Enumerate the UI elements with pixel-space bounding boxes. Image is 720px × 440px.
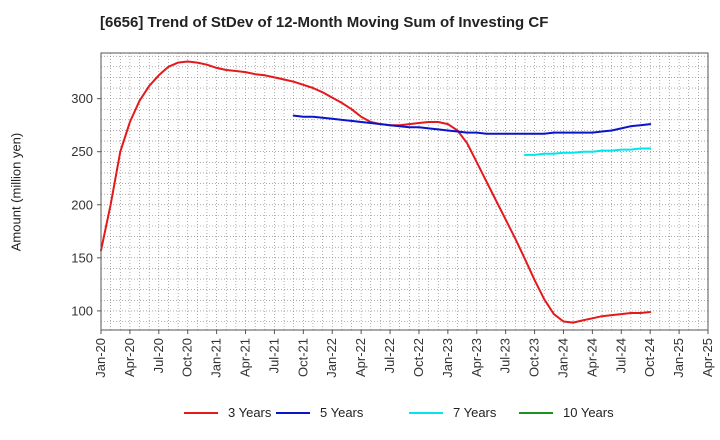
x-tick-label: Apr-20 bbox=[122, 338, 137, 377]
series-lines bbox=[100, 60, 652, 324]
x-tick-label: Apr-25 bbox=[700, 338, 715, 377]
x-tick-label: Jul-22 bbox=[382, 338, 397, 373]
legend-item-3-years: 3 Years bbox=[184, 405, 271, 420]
x-tick-label: Oct-23 bbox=[527, 338, 542, 377]
x-tick-label: Jan-23 bbox=[440, 338, 455, 378]
x-tick-label: Jul-20 bbox=[151, 338, 166, 373]
y-tick-label: 250 bbox=[71, 144, 93, 159]
y-tick-label: 300 bbox=[71, 91, 93, 106]
x-tick-label: Oct-22 bbox=[411, 338, 426, 377]
legend-label: 3 Years bbox=[228, 405, 272, 420]
x-tick-label: Oct-24 bbox=[642, 338, 657, 377]
x-tick-label: Jan-24 bbox=[555, 338, 570, 378]
x-tick-label: Jan-20 bbox=[93, 338, 108, 378]
series-line-5-years bbox=[292, 114, 652, 135]
x-tick-label: Jul-24 bbox=[613, 338, 628, 373]
y-axis-ticks: 100 150 200 250 300 bbox=[71, 91, 101, 318]
legend-swatch bbox=[409, 411, 443, 414]
legend-item-10-years: 10 Years bbox=[519, 405, 614, 420]
series-line-3-years bbox=[100, 60, 652, 324]
legend-item-7-years: 7 Years bbox=[409, 405, 496, 420]
x-tick-label: Apr-23 bbox=[469, 338, 484, 377]
legend-label: 10 Years bbox=[563, 405, 614, 420]
x-tick-label: Jul-21 bbox=[266, 338, 281, 373]
legend-label: 7 Years bbox=[453, 405, 497, 420]
x-tick-label: Oct-20 bbox=[180, 338, 195, 377]
x-tick-label: Apr-22 bbox=[353, 338, 368, 377]
x-tick-label: Jan-22 bbox=[324, 338, 339, 378]
legend-swatch bbox=[519, 411, 553, 414]
series-line-7-years bbox=[523, 147, 652, 156]
y-tick-label: 200 bbox=[71, 197, 93, 212]
legend-swatch bbox=[184, 411, 218, 414]
x-axis-ticks: Jan-20 Apr-20 Jul-20 Oct-20 Jan-21 Apr-21 Jul-… bbox=[93, 330, 715, 378]
legend-label: 5 Years bbox=[320, 405, 364, 420]
y-tick-label: 150 bbox=[71, 250, 93, 265]
x-tick-label: Jul-23 bbox=[498, 338, 513, 373]
x-tick-label: Apr-24 bbox=[584, 338, 599, 377]
legend-swatch bbox=[276, 411, 310, 414]
y-tick-label: 100 bbox=[71, 303, 93, 318]
plot-frame bbox=[100, 52, 709, 331]
grid-lines bbox=[101, 53, 708, 330]
legend: 3 Years 5 Years 7 Years 10 Years bbox=[0, 405, 720, 425]
x-tick-label: Apr-21 bbox=[238, 338, 253, 377]
x-tick-label: Jan-25 bbox=[671, 338, 686, 378]
legend-item-5-years: 5 Years bbox=[276, 405, 363, 420]
chart-title: [6656] Trend of StDev of 12-Month Moving… bbox=[100, 14, 549, 31]
x-tick-label: Jan-21 bbox=[209, 338, 224, 378]
x-tick-label: Oct-21 bbox=[295, 338, 310, 377]
